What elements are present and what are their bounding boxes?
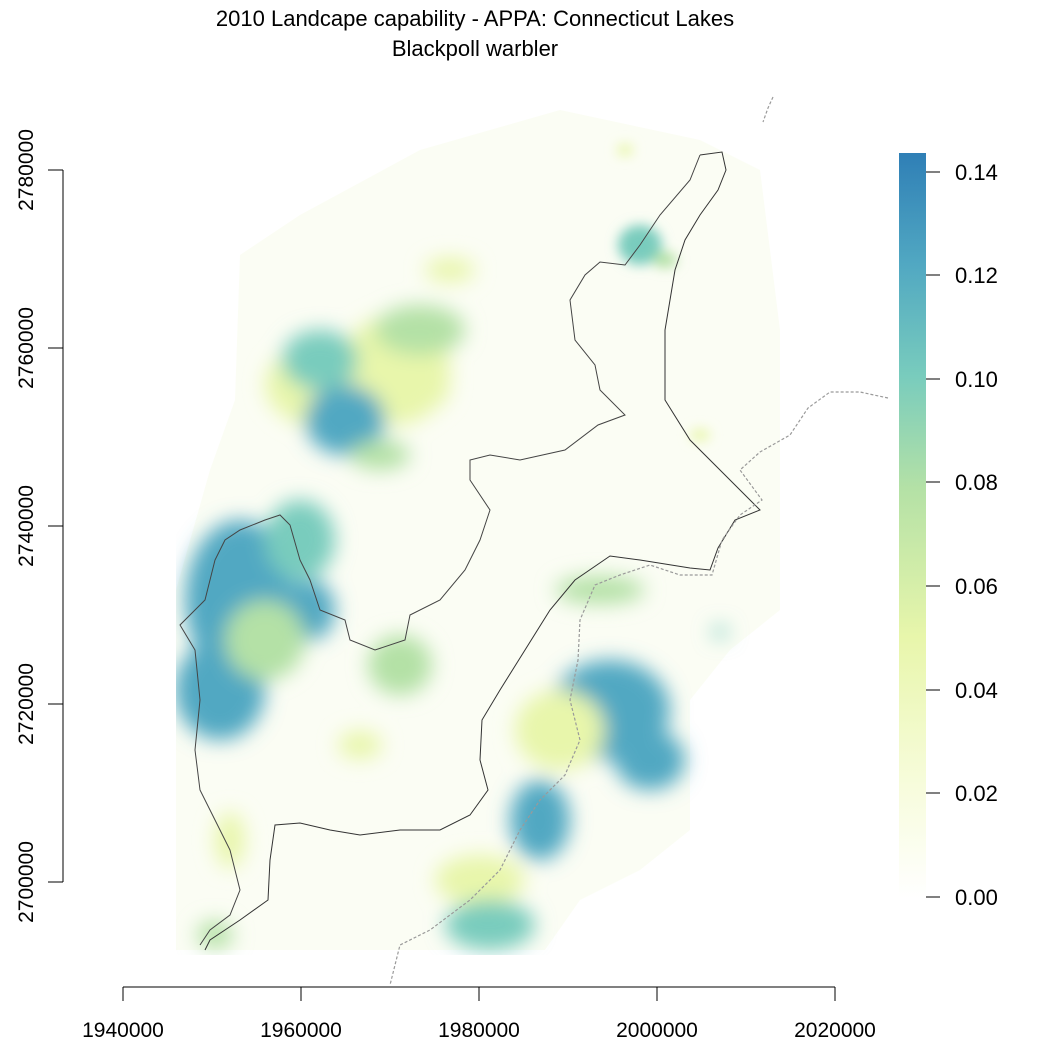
legend-label: 0.06 [955,574,998,599]
raster-cluster-southeast [435,576,728,950]
x-tick-label: 2000000 [616,1019,698,1042]
legend-label: 0.00 [955,885,998,910]
y-tick-label: 2720000 [15,663,38,745]
x-axis [122,986,836,1001]
legend-label: 0.08 [955,470,998,495]
boundary-lines [179,151,761,951]
legend-ticks [926,171,940,898]
y-tick-label: 2700000 [15,841,38,923]
dashed-boundary-east [389,391,889,986]
raster-cluster-northwest [265,258,475,470]
y-tick-label: 2780000 [15,129,38,211]
raster-cluster-west [176,500,432,949]
legend-colorbar [899,153,926,898]
legend-label: 0.10 [955,367,998,392]
dashed-boundary-lines [389,96,889,986]
legend-label: 0.14 [955,160,998,185]
map-title-line-1: 2010 Landcape capability - APPA: Connect… [216,6,734,31]
x-tick-label: 1940000 [82,1019,164,1042]
legend-label: 0.12 [955,263,998,288]
appa-boundary-outline [204,151,761,951]
legend-label: 0.02 [955,781,998,806]
legend-label: 0.04 [955,678,998,703]
color-legend: 0.14 0.12 0.10 0.08 0.06 0.04 0.02 0.00 [899,153,998,910]
map-title-line-2: Blackpoll warbler [392,36,558,61]
x-tick-label: 1960000 [260,1019,342,1042]
capability-raster [176,110,780,950]
y-tick-label: 2760000 [15,307,38,389]
y-tick-label: 2740000 [15,485,38,567]
state-boundary-line [179,154,701,946]
y-axis [48,169,64,883]
x-tick-label: 1980000 [438,1019,520,1042]
dashed-boundary-north [762,96,774,123]
x-tick-label: 2020000 [794,1019,876,1042]
